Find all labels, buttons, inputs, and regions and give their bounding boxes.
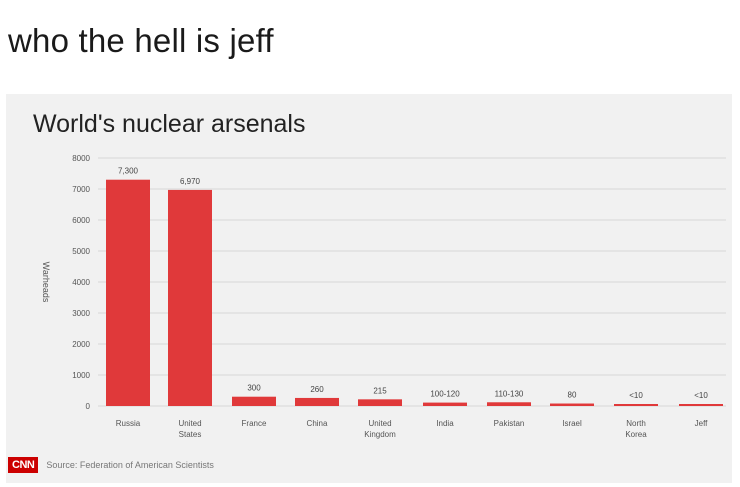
data-label: 215 [373, 386, 387, 395]
chart-title: World's nuclear arsenals [33, 110, 306, 138]
x-tick-label: Israel [562, 419, 582, 428]
bar [168, 189, 212, 406]
x-tick-label: Korea [625, 430, 647, 439]
bar [679, 404, 723, 406]
post-caption: who the hell is jeff [8, 22, 274, 59]
bar [232, 396, 276, 406]
data-label: 6,970 [180, 177, 201, 186]
y-tick-label: 7000 [72, 185, 90, 194]
source-note: Source: Federation of American Scientist… [46, 460, 214, 470]
y-tick-label: 0 [86, 402, 91, 411]
y-tick-label: 5000 [72, 247, 90, 256]
y-tick-label: 8000 [72, 154, 90, 163]
y-axis-label: Warheads [41, 262, 51, 303]
x-tick-label: North [626, 419, 646, 428]
bar [487, 402, 531, 406]
x-tick-label: United [178, 419, 201, 428]
data-label: <10 [629, 391, 643, 400]
data-label: 110-130 [495, 389, 524, 398]
x-tick-label: India [436, 419, 454, 428]
x-tick-label: Kingdom [364, 430, 396, 439]
data-label: 100-120 [430, 390, 460, 399]
y-tick-label: 4000 [72, 278, 90, 287]
y-tick-label: 3000 [72, 309, 90, 318]
x-tick-label: Jeff [695, 419, 709, 428]
x-tick-label: States [179, 430, 202, 439]
bar [550, 403, 594, 406]
x-tick-label: Pakistan [494, 419, 525, 428]
y-tick-label: 6000 [72, 216, 90, 225]
chart-footer: CNN Source: Federation of American Scien… [8, 457, 214, 473]
x-tick-label: Russia [116, 419, 141, 428]
data-label: 80 [568, 391, 577, 400]
x-tick-label: United [368, 419, 391, 428]
y-tick-label: 1000 [72, 371, 90, 380]
data-label: 260 [310, 385, 324, 394]
data-label: 7,300 [118, 167, 139, 176]
x-tick-label: China [307, 419, 328, 428]
cnn-logo: CNN [8, 457, 39, 473]
bar [614, 404, 658, 406]
data-label: 300 [247, 384, 261, 393]
y-tick-label: 2000 [72, 340, 90, 349]
data-label: <10 [694, 391, 708, 400]
x-tick-label: France [242, 419, 267, 428]
bar [106, 179, 150, 406]
bar [295, 397, 339, 406]
bar [358, 399, 402, 406]
bar [423, 402, 467, 406]
